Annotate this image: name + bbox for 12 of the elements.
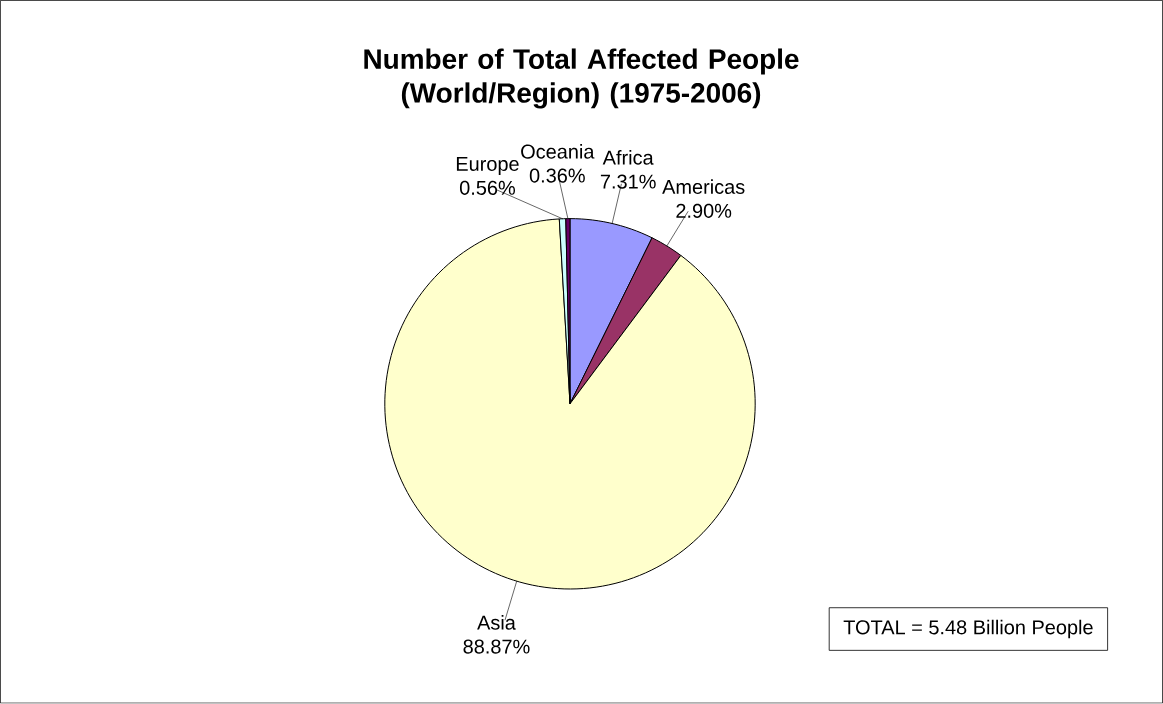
slice-label: Americas bbox=[662, 179, 745, 195]
text: TOTAL = 5.48 Billion People bbox=[843, 619, 1093, 639]
slice-label: Europe bbox=[456, 157, 519, 176]
data-label: 0.36% bbox=[529, 168, 585, 183]
data-label: 2.90% bbox=[676, 204, 732, 219]
slice-label: Oceania bbox=[521, 144, 595, 159]
data-label: 0.56% bbox=[459, 181, 516, 196]
data-label: 7.31% bbox=[600, 174, 656, 189]
chart-title: Number of Total Affected People (World/Region) (1975-2006) bbox=[364, 48, 799, 109]
data-label: 88.87% bbox=[463, 639, 530, 654]
slice-label: Africa bbox=[602, 150, 654, 165]
slice-label: Asia bbox=[477, 615, 516, 630]
